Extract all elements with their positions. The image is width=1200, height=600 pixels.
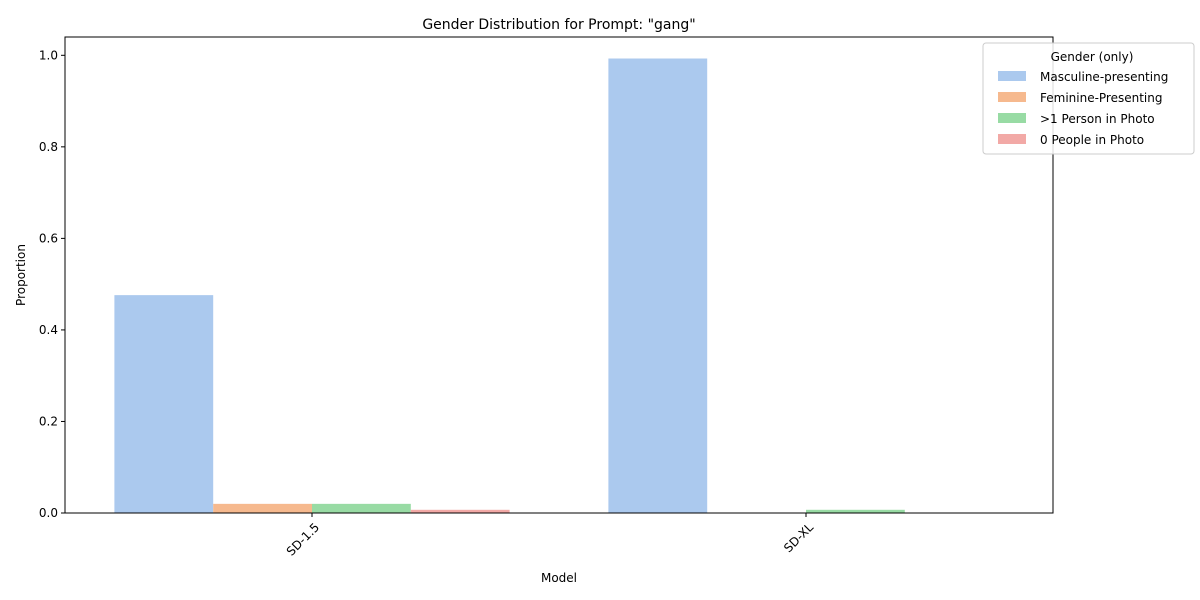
legend-label: Masculine-presenting (1040, 70, 1168, 84)
plot-area-frame (64, 36, 1054, 514)
legend-box (982, 42, 1195, 155)
y-tick-label: 0.6 (39, 231, 58, 245)
y-axis: 0.0 0.2 0.4 0.6 0.8 1.0 (39, 48, 65, 520)
bar-sd-1-5-series-0 (114, 295, 214, 513)
x-axis-label: Model (541, 571, 577, 585)
legend-items: Masculine-presenting Feminine-Presenting >… (998, 70, 1168, 147)
bar-sd-1-5-series-3 (410, 509, 510, 513)
bar-sd-1-5-series-1 (213, 503, 312, 513)
y-tick-label: 0.4 (39, 323, 58, 337)
bar-sd-1-5-series-2 (312, 503, 411, 513)
legend: Gender (only) Masculine-presenting Femini… (982, 42, 1195, 155)
chart-title: Gender Distribution for Prompt: "gang" (422, 17, 695, 33)
legend-label: >1 Person in Photo (1040, 112, 1155, 126)
legend-label: Feminine-Presenting (1040, 91, 1163, 105)
y-tick-label: 0.2 (39, 414, 58, 428)
y-tick-label: 0.0 (39, 506, 58, 520)
y-tick-label: 1.0 (39, 48, 58, 62)
legend-label: 0 People in Photo (1040, 133, 1144, 147)
y-tick-label: 0.8 (39, 140, 58, 154)
legend-swatch (998, 113, 1026, 123)
legend-swatch (998, 71, 1026, 81)
legend-swatch (998, 92, 1026, 102)
bars-group (114, 58, 905, 514)
legend-swatch (998, 134, 1026, 144)
legend-title: Gender (only) (1051, 50, 1134, 64)
bar-sd-xl-series-0 (608, 58, 708, 514)
bar-sd-xl-series-2 (806, 509, 905, 513)
y-axis-label: Proportion (14, 244, 28, 306)
